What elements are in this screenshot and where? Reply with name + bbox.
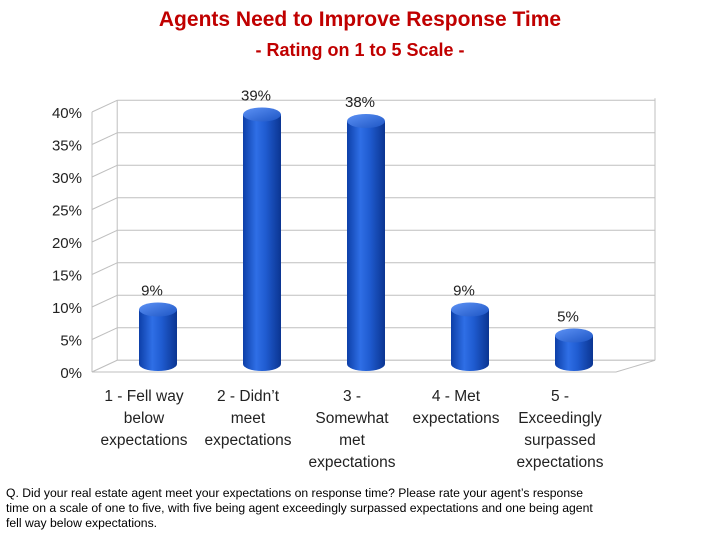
bar — [451, 302, 489, 371]
x-tick-label: 5 - — [551, 388, 569, 405]
x-tick-label: 4 - Met — [432, 388, 481, 405]
bar — [243, 107, 281, 371]
bar-top — [555, 328, 593, 343]
x-tick-label: Somewhat — [315, 410, 389, 427]
y-tick-label: 15% — [52, 268, 82, 285]
bar-top — [451, 302, 489, 317]
gridline-depth — [91, 294, 118, 308]
chart-title: Agents Need to Improve Response Time — [158, 8, 562, 31]
x-tick-label: below — [124, 410, 165, 427]
y-tick-label: 35% — [52, 138, 82, 155]
bar — [139, 302, 177, 371]
y-tick-label: 30% — [52, 170, 82, 187]
data-label: 5% — [557, 309, 579, 326]
gridline-depth — [91, 262, 118, 275]
x-tick-label: expectations — [308, 454, 395, 471]
x-tick-label: surpassed — [524, 432, 596, 449]
bar — [347, 114, 385, 371]
bar-body — [555, 335, 593, 371]
gridline-depth — [91, 327, 118, 340]
y-tick-label: 25% — [52, 203, 82, 220]
x-tick-label: expectations — [204, 432, 291, 449]
x-tick-label: 2 - Didn’t — [217, 388, 280, 405]
survey-question: Q. Did your real estate agent meet your … — [6, 486, 593, 530]
gridline-depth — [91, 164, 118, 178]
data-label: 38% — [345, 94, 375, 111]
bar-body — [451, 309, 489, 371]
bar-top — [243, 107, 281, 122]
y-tick-label: 0% — [60, 365, 82, 382]
bar-body — [139, 309, 177, 371]
x-tick-label: meet — [231, 410, 266, 427]
bar-body — [347, 121, 385, 371]
x-tick-label: expectations — [516, 454, 603, 471]
data-label: 9% — [453, 283, 475, 300]
gridline-depth — [91, 99, 118, 113]
y-tick-label: 10% — [52, 300, 82, 317]
bar-chart: 0% 5% 10% 15% 20% 25% 30% 35% 40% 9% 1 - Fell way… — [52, 88, 656, 471]
chart-subtitle: - Rating on 1 to 5 Scale - — [255, 40, 465, 60]
bar-top — [139, 302, 177, 317]
data-label: 39% — [241, 88, 271, 105]
x-tick-label: 1 - Fell way — [104, 388, 183, 405]
y-tick-label: 20% — [52, 235, 82, 252]
x-tick-label: 3 - — [343, 388, 361, 405]
y-tick-label: 40% — [52, 105, 82, 122]
gridline-depth — [91, 132, 118, 145]
bar-body — [243, 114, 281, 371]
y-tick-label: 5% — [60, 333, 82, 350]
bar — [555, 328, 593, 371]
x-tick-label: Exceedingly — [518, 410, 602, 427]
x-tick-label: expectations — [412, 410, 499, 427]
x-tick-label: met — [339, 432, 366, 449]
x-tick-label: expectations — [100, 432, 187, 449]
gridline-depth — [91, 197, 118, 210]
data-label: 9% — [141, 283, 163, 300]
gridline-depth — [91, 229, 118, 243]
bar-top — [347, 114, 385, 128]
